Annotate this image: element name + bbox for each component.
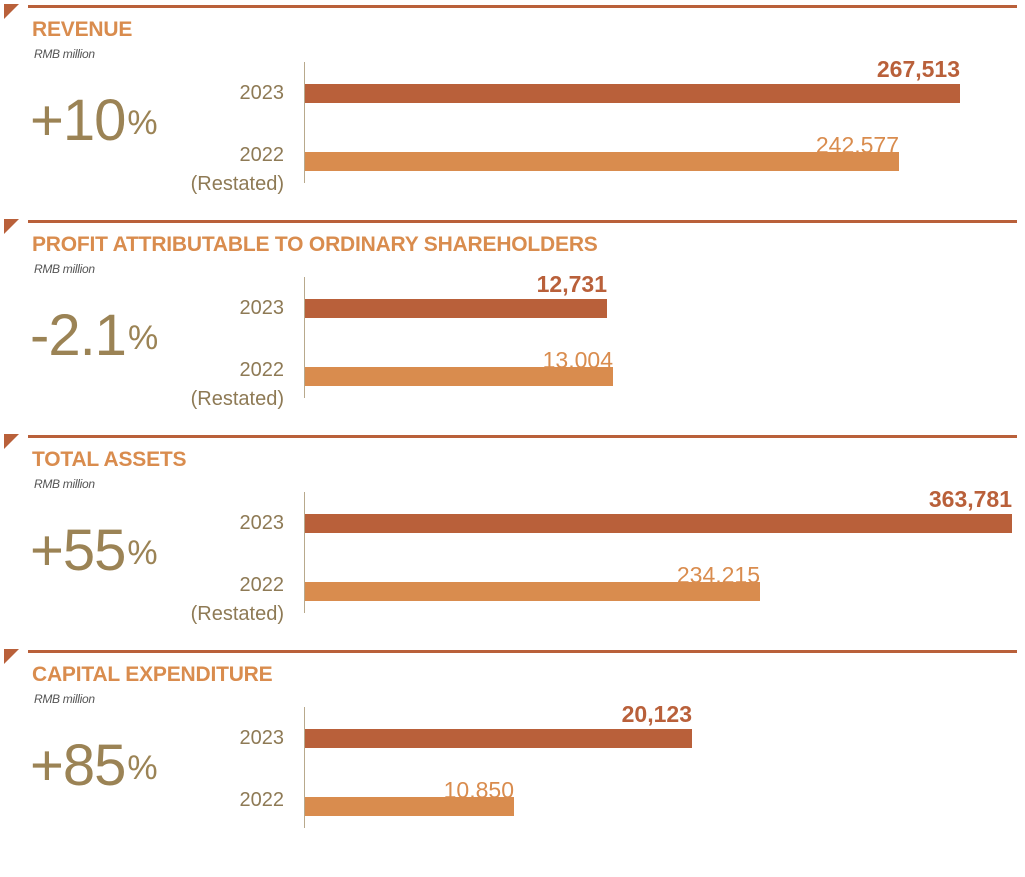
percent-sign: %: [127, 534, 158, 572]
category-label: 2022 (Restated): [191, 356, 284, 414]
bar-2022: [305, 797, 514, 816]
panel-title: REVENUE: [32, 18, 133, 41]
category-label-line: 2022: [239, 144, 285, 166]
category-label-line: 2023: [239, 82, 285, 104]
category-label-line: 2022: [239, 574, 285, 596]
category-label: 2022 (Restated): [191, 141, 284, 199]
percent-sign: %: [127, 104, 158, 142]
change-value: +10: [30, 88, 126, 153]
change-percentage: +10%: [30, 92, 158, 150]
category-label-line: 2022: [239, 359, 285, 381]
value-label: 20,123: [621, 701, 692, 727]
bar-2022-restated-: [305, 152, 899, 171]
kpi-panel-0: REVENUE RMB million +10% 2023 267,513 2022 (Re…: [0, 0, 1025, 215]
value-label: 12,731: [536, 271, 607, 297]
percent-sign: %: [127, 319, 159, 357]
kpi-panel-1: PROFIT ATTRIBUTABLE TO ORDINARY SHAREHOL…: [0, 215, 1025, 430]
value-label: 13,004: [542, 347, 613, 373]
panel-rule: [28, 435, 1017, 438]
value-label: 10,850: [443, 777, 514, 803]
panel-title: CAPITAL EXPENDITURE: [32, 663, 273, 686]
bar-2023: [305, 514, 1012, 533]
bar-2022-restated-: [305, 582, 760, 601]
corner-marker: [4, 649, 19, 664]
bar-2022-restated-: [305, 367, 613, 386]
panel-rule: [28, 220, 1017, 223]
category-label-line: 2023: [239, 297, 285, 319]
panel-title: PROFIT ATTRIBUTABLE TO ORDINARY SHAREHOL…: [32, 233, 598, 256]
value-label: 267,513: [876, 56, 960, 82]
change-percentage: +55%: [30, 522, 158, 580]
category-label: 2023: [240, 294, 285, 323]
panel-rule: [28, 5, 1017, 8]
category-axis: [304, 707, 305, 828]
change-value: +55: [30, 518, 126, 583]
unit-label: RMB million: [34, 477, 95, 491]
category-label: 2022 (Restated): [191, 571, 284, 629]
category-label: 2023: [240, 79, 285, 108]
kpi-panel-2: TOTAL ASSETS RMB million +55% 2023 363,781 20…: [0, 430, 1025, 645]
category-label-line: 2023: [239, 512, 285, 534]
panel-rule: [28, 650, 1017, 653]
unit-label: RMB million: [34, 262, 95, 276]
corner-marker: [4, 219, 19, 234]
kpi-panel-3: CAPITAL EXPENDITURE RMB million +85% 2023 20…: [0, 645, 1025, 860]
percent-sign: %: [127, 749, 158, 787]
corner-marker: [4, 434, 19, 449]
panel-title: TOTAL ASSETS: [32, 448, 187, 471]
category-label: 2023: [240, 724, 285, 753]
category-label-line: (Restated): [190, 603, 284, 625]
change-value: +85: [30, 733, 126, 798]
change-percentage: -2.1%: [30, 307, 158, 365]
category-label: 2023: [240, 509, 285, 538]
bar-2023: [305, 84, 960, 103]
category-label-line: (Restated): [190, 388, 284, 410]
bar-2023: [305, 729, 692, 748]
bar-2023: [305, 299, 607, 318]
category-axis: [304, 492, 305, 613]
value-label: 234,215: [676, 562, 760, 588]
value-label: 363,781: [928, 486, 1012, 512]
value-label: 242,577: [815, 132, 899, 158]
change-value: -2.1: [30, 303, 127, 368]
category-label-line: (Restated): [190, 173, 284, 195]
category-label: 2022: [240, 786, 285, 815]
unit-label: RMB million: [34, 692, 95, 706]
category-axis: [304, 62, 305, 183]
unit-label: RMB million: [34, 47, 95, 61]
corner-marker: [4, 4, 19, 19]
category-axis: [304, 277, 305, 398]
change-percentage: +85%: [30, 737, 158, 795]
category-label-line: 2022: [239, 789, 285, 811]
category-label-line: 2023: [239, 727, 285, 749]
